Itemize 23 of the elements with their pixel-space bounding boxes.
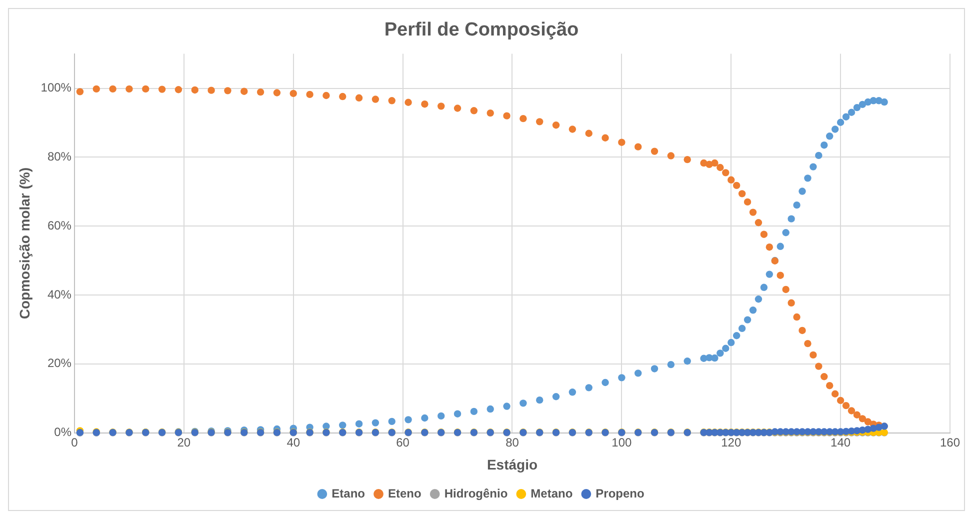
x-tick-label: 160 (940, 435, 960, 450)
x-tick-label: 100 (612, 435, 632, 450)
legend-label: Etano (332, 486, 366, 500)
y-tick-label: 20% (47, 356, 72, 370)
x-tick-label: 0 (71, 435, 78, 450)
x-tick-label: 120 (721, 435, 742, 450)
y-tick-label: 80% (47, 149, 72, 164)
legend-label: Propeno (596, 486, 644, 500)
x-tick-label: 140 (830, 435, 851, 450)
y-tick-label: 0% (54, 425, 72, 440)
x-axis-title: Estágio (486, 456, 538, 472)
legend-label: Hidrogênio (444, 486, 508, 500)
legend-label: Metano (530, 486, 573, 500)
y-tick-label: 100% (40, 80, 72, 95)
x-tick-label: 60 (396, 435, 410, 450)
x-tick-label: 40 (286, 435, 300, 450)
y-tick-label: 60% (47, 218, 72, 232)
chart-title: Perfil de Composição (384, 20, 579, 41)
x-tick-label: 80 (506, 435, 520, 450)
y-tick-label: 40% (47, 287, 72, 302)
y-axis-title: Copmosição molar (%) (16, 167, 32, 320)
legend-label: Eteno (388, 486, 422, 500)
x-tick-label: 20 (177, 435, 191, 450)
